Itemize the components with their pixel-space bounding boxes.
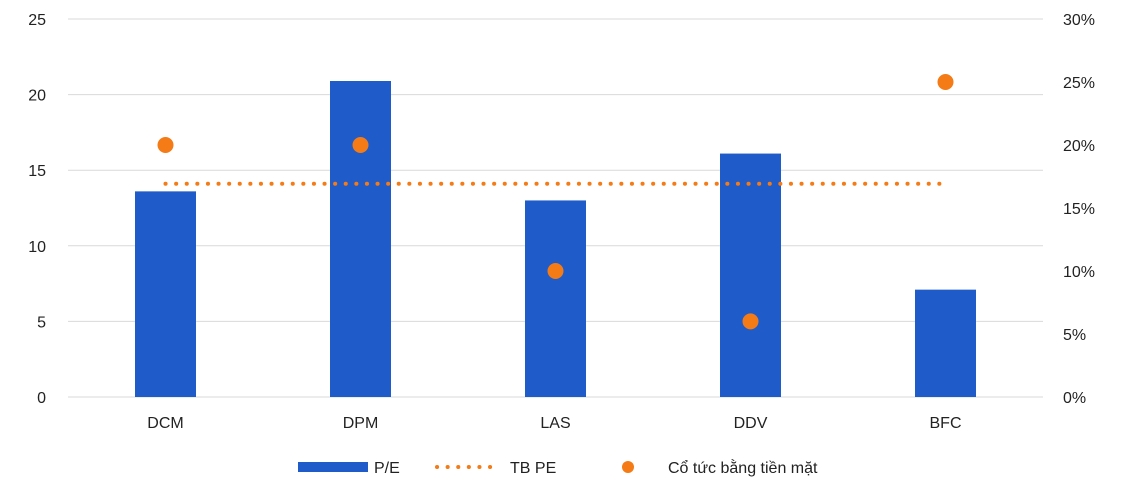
legend: P/E TB PE Cổ tức bằng tiền mặt (298, 458, 818, 477)
dividend-series (157, 74, 954, 330)
left-tick-label: 5 (37, 314, 46, 331)
x-axis: DCM DPM LAS DDV BFC (147, 415, 961, 432)
right-tick-label: 10% (1063, 264, 1095, 281)
right-tick-label: 15% (1063, 201, 1095, 218)
dividend-point-dpm (352, 137, 369, 153)
right-tick-label: 30% (1063, 12, 1095, 29)
bar-las (525, 200, 586, 397)
right-tick-label: 20% (1063, 138, 1095, 155)
x-tick-label: BFC (930, 415, 962, 432)
legend-item-dividend: Cổ tức bằng tiền mặt (622, 458, 818, 477)
bar-ddv (720, 153, 781, 397)
dividend-point-las (547, 263, 564, 279)
left-tick-label: 25 (28, 12, 46, 29)
right-tick-label: 5% (1063, 327, 1086, 344)
legend-item-tb-pe: TB PE (435, 460, 556, 477)
legend-swatch-bar (298, 462, 368, 472)
left-tick-label: 10 (28, 239, 46, 256)
x-tick-label: DPM (343, 415, 379, 432)
dividend-point-ddv (742, 313, 759, 330)
right-axis: 0% 5% 10% 15% 20% 25% 30% (1063, 12, 1095, 407)
x-tick-label: DCM (147, 415, 183, 432)
legend-label-pe: P/E (374, 460, 400, 477)
legend-item-pe: P/E (298, 460, 400, 477)
legend-label-tb-pe: TB PE (510, 460, 556, 477)
dividend-point-dcm (157, 137, 174, 153)
right-tick-label: 0% (1063, 390, 1086, 407)
legend-label-dividend: Cổ tức bằng tiền mặt (668, 458, 818, 477)
bar-bfc (915, 289, 976, 397)
left-axis: 0 5 10 15 20 25 (28, 12, 46, 407)
x-tick-label: LAS (540, 415, 570, 432)
bar-dpm (330, 80, 391, 397)
left-tick-label: 0 (37, 390, 46, 407)
right-tick-label: 25% (1063, 75, 1095, 92)
bar-series (135, 80, 976, 397)
x-tick-label: DDV (734, 415, 768, 432)
dividend-point-bfc (937, 74, 954, 90)
legend-swatch-dot (622, 461, 634, 473)
left-tick-label: 20 (28, 88, 46, 105)
bar-dcm (135, 191, 196, 397)
left-tick-label: 15 (28, 163, 46, 180)
